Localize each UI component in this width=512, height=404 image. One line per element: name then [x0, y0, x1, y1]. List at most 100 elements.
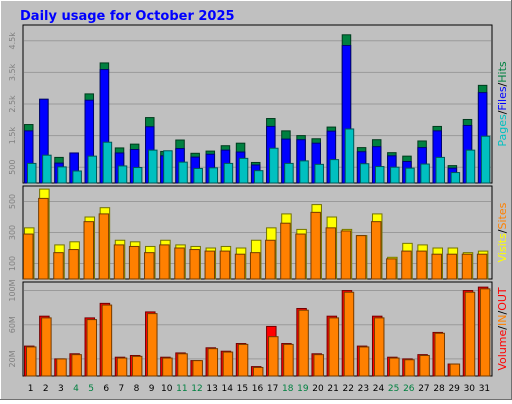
pages-bar — [208, 167, 219, 184]
sites-bar — [38, 197, 49, 280]
pages-bar — [163, 150, 173, 184]
x-tick-label: 31 — [479, 384, 490, 394]
in-bar — [358, 346, 370, 377]
y-axis-label-3: Volume/IN/OUT — [496, 287, 509, 371]
sites-bar — [386, 258, 397, 280]
y-axis-label-part: Volume — [496, 329, 509, 370]
x-tick-label: 4 — [73, 384, 79, 394]
x-tick-label: 1 — [28, 384, 34, 394]
y-axis-label-part: Visits — [496, 233, 509, 262]
x-tick-label: 15 — [237, 384, 248, 394]
y-tick-label: 60M — [8, 316, 17, 333]
sites-bar — [416, 250, 427, 280]
x-tick-label: 13 — [206, 384, 217, 394]
pages-bar — [284, 162, 294, 184]
pages-bar — [435, 156, 445, 184]
chart-panels: 5001.5k2.5k3.5k4.5kPages/Files/Hits10030… — [8, 24, 509, 394]
x-tick-label: 23 — [358, 384, 369, 394]
y-axis-label-part: / — [496, 311, 509, 315]
pages-bar — [27, 162, 37, 184]
y-tick-label: 1.5k — [8, 127, 17, 145]
pages-bar — [102, 141, 113, 184]
pages-bar — [465, 149, 476, 184]
sites-bar — [98, 213, 110, 280]
y-axis-label-part: OUT — [496, 287, 509, 311]
x-tick-label: 9 — [149, 384, 155, 394]
sites-bar — [310, 211, 321, 280]
in-bar — [343, 291, 355, 377]
pages-bar — [178, 161, 188, 184]
sites-bar — [355, 235, 367, 280]
x-tick-label: 25 — [388, 384, 399, 394]
x-tick-label: 26 — [403, 384, 415, 394]
in-bar — [313, 354, 324, 377]
sites-bar — [280, 222, 291, 280]
sites-bar — [128, 245, 140, 280]
x-tick-label: 3 — [58, 384, 64, 394]
y-axis-label-1: Pages/Files/Hits — [496, 61, 509, 147]
in-bar — [56, 358, 67, 377]
x-tick-label: 16 — [252, 384, 264, 394]
sites-bar — [204, 250, 216, 280]
sites-bar — [23, 233, 34, 280]
sites-bar — [476, 253, 488, 280]
pages-bar — [329, 159, 340, 184]
in-bar — [41, 317, 52, 377]
in-bar — [464, 291, 476, 377]
x-tick-label: 30 — [464, 384, 476, 394]
in-bar — [192, 360, 203, 377]
sites-bar — [431, 253, 442, 280]
x-tick-label: 20 — [312, 384, 324, 394]
x-tick-label: 28 — [433, 384, 445, 394]
in-bar — [237, 343, 249, 377]
pages-bar — [253, 170, 264, 184]
sites-bar — [340, 230, 352, 280]
sites-bar — [219, 250, 231, 280]
y-tick-label: 100M — [8, 279, 17, 301]
in-bar — [162, 357, 173, 377]
pages-bar — [420, 163, 430, 184]
y-axis-label-part: IN — [496, 315, 509, 326]
y-axis-label-part: Hits — [496, 61, 509, 83]
sites-bar — [446, 253, 458, 280]
sites-bar — [83, 221, 95, 280]
in-bar — [434, 332, 445, 377]
pages-bar — [269, 147, 279, 184]
sites-bar — [370, 221, 382, 280]
pages-bar — [359, 163, 370, 184]
x-tick-label: 12 — [191, 384, 202, 394]
chart-title: Daily usage for October 2025 — [20, 9, 235, 24]
sites-bar — [249, 252, 261, 280]
pages-bar — [314, 163, 324, 184]
x-tick-label: 5 — [88, 384, 94, 394]
in-bar — [131, 355, 143, 377]
in-bar — [479, 288, 491, 377]
in-bar — [222, 351, 234, 377]
x-tick-label: 6 — [103, 384, 109, 394]
in-bar — [283, 343, 294, 377]
x-tick-label: 14 — [222, 384, 234, 394]
sites-bar — [159, 244, 170, 280]
sites-bar — [401, 250, 412, 280]
pages-bar — [117, 165, 128, 184]
x-tick-label: 7 — [118, 384, 124, 394]
pages-bar — [72, 170, 82, 184]
pages-bar — [42, 154, 52, 184]
in-bar — [298, 309, 309, 377]
sites-bar — [189, 249, 200, 280]
in-bar — [389, 357, 400, 377]
in-bar — [373, 317, 385, 377]
in-bar — [177, 353, 188, 377]
y-tick-label: 300 — [8, 225, 17, 240]
sites-bar — [265, 239, 276, 280]
pages-bar — [87, 155, 98, 184]
in-bar — [328, 317, 340, 377]
pages-bar — [390, 166, 400, 184]
in-bar — [252, 366, 264, 377]
sites-bar — [113, 244, 125, 280]
sites-bar — [174, 247, 185, 280]
sites-bar — [295, 233, 306, 280]
pages-bar — [374, 166, 385, 184]
